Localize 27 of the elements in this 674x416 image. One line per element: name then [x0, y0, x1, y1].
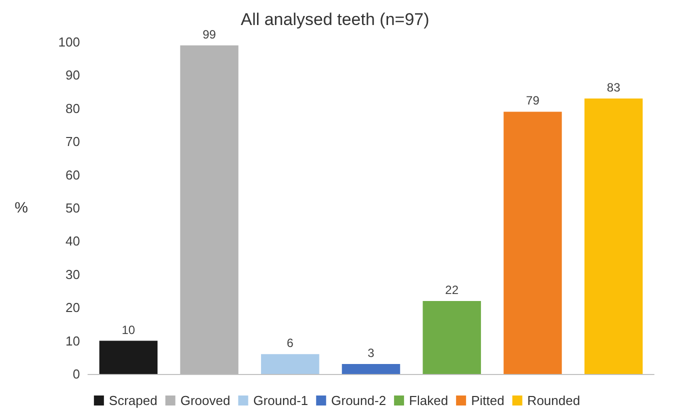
data-label: 10	[122, 322, 136, 337]
y-tick-label: 80	[66, 100, 80, 116]
y-tick-label: 40	[66, 234, 80, 249]
data-label: 79	[526, 94, 540, 108]
legend-label: Pitted	[471, 393, 504, 408]
data-label: 6	[286, 336, 294, 350]
data-label: 3	[368, 346, 375, 360]
data-label: 99	[202, 27, 216, 42]
legend-label: Ground-2	[331, 393, 386, 408]
legend-label: Scraped	[108, 393, 158, 408]
y-tick-label: 20	[66, 300, 80, 316]
data-label: 83	[606, 80, 621, 94]
legend-label: Rounded	[527, 393, 580, 408]
y-tick-label: 30	[66, 266, 80, 282]
y-tick-label: 100	[58, 34, 80, 50]
chart-title: All analysed teeth (n=97)	[240, 10, 430, 29]
y-tick-label: 90	[66, 68, 80, 83]
y-tick-label: 0	[72, 366, 80, 382]
legend-label: Grooved	[180, 393, 230, 408]
y-tick-label: 70	[66, 134, 80, 150]
y-tick-label: 50	[66, 200, 80, 216]
y-tick-label: 60	[66, 167, 80, 182]
y-axis-title: %	[14, 200, 28, 216]
y-tick-label: 10	[66, 333, 80, 348]
legend-label: Ground-1	[253, 393, 308, 408]
legend-label: Flaked	[409, 393, 448, 408]
data-label: 22	[445, 282, 459, 297]
